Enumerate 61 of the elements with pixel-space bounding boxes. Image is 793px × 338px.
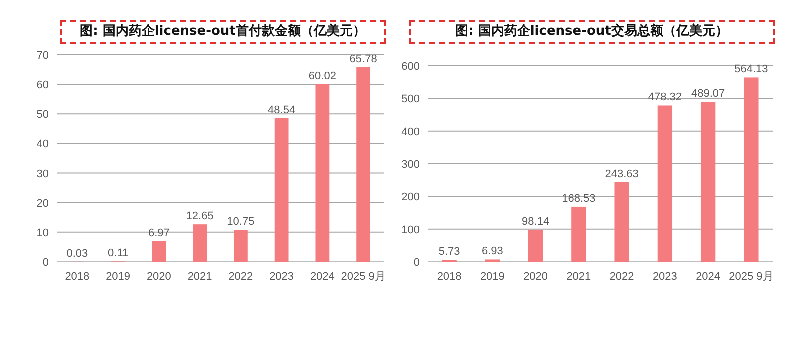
data-label: 243.63 (605, 168, 639, 180)
data-label: 489.07 (691, 88, 726, 100)
chart-title: 图: 国内药企license-out交易总额（亿美元） (409, 20, 775, 44)
x-tick-label: 2024 (310, 271, 335, 283)
bar (700, 102, 716, 262)
x-tick-label: 2020 (524, 271, 548, 283)
x-tick-label: 2018 (437, 271, 462, 283)
bar (316, 84, 330, 262)
bar (572, 206, 586, 262)
y-tick-label: 50 (36, 109, 49, 122)
y-tick-label: 0 (414, 257, 420, 269)
data-label: 564.13 (734, 64, 768, 76)
bar (152, 241, 166, 262)
y-tick-label: 400 (402, 126, 420, 138)
y-tick-label: 200 (402, 192, 420, 204)
x-tick-label: 2019 (106, 271, 131, 283)
x-tick-label: 2022 (610, 271, 634, 283)
y-tick-label: 20 (36, 198, 49, 210)
data-label: 0.03 (66, 248, 88, 260)
x-tick-label: 2020 (146, 271, 172, 283)
y-tick-label: 0 (42, 257, 49, 269)
x-tick-label: 2025 9月 (341, 271, 386, 283)
y-tick-label: 30 (36, 168, 49, 180)
x-tick-label: 2019 (480, 271, 505, 283)
bar (274, 118, 289, 262)
data-label: 168.53 (562, 192, 596, 205)
y-tick-label: 100 (402, 224, 420, 236)
bar (193, 224, 208, 262)
bar (614, 182, 630, 262)
data-label: 60.02 (308, 70, 336, 83)
y-tick-label: 70 (36, 50, 49, 62)
y-tick-label: 10 (36, 227, 49, 240)
x-tick-label: 2021 (566, 271, 592, 283)
x-tick-label: 2024 (696, 271, 721, 283)
bar (744, 78, 759, 262)
data-label: 98.14 (522, 216, 550, 228)
x-tick-label: 2021 (188, 271, 212, 283)
data-label: 478.32 (648, 92, 682, 104)
x-tick-label: 2022 (228, 271, 254, 283)
chart-title: 图: 国内药企license-out首付款金额（亿美元） (60, 20, 386, 44)
x-tick-label: 2023 (270, 271, 294, 283)
x-tick-label: 2023 (652, 271, 678, 283)
bar (658, 106, 673, 262)
data-label: 5.73 (438, 246, 460, 258)
data-label: 0.11 (108, 248, 129, 260)
data-label: 6.93 (482, 246, 504, 258)
data-label: 12.65 (186, 210, 214, 223)
y-tick-label: 600 (402, 61, 420, 73)
data-label: 10.75 (227, 216, 255, 228)
bar (528, 230, 544, 262)
bar (356, 67, 371, 262)
y-tick-label: 60 (36, 80, 49, 92)
data-label: 6.97 (148, 227, 170, 240)
x-tick-label: 2025 9月 (729, 271, 774, 283)
data-label: 65.78 (350, 53, 378, 66)
y-tick-label: 40 (36, 138, 49, 151)
bar (234, 230, 248, 262)
data-label: 48.54 (268, 104, 296, 116)
y-tick-label: 300 (402, 159, 420, 171)
x-tick-label: 2018 (65, 271, 90, 283)
y-tick-label: 500 (402, 94, 420, 106)
